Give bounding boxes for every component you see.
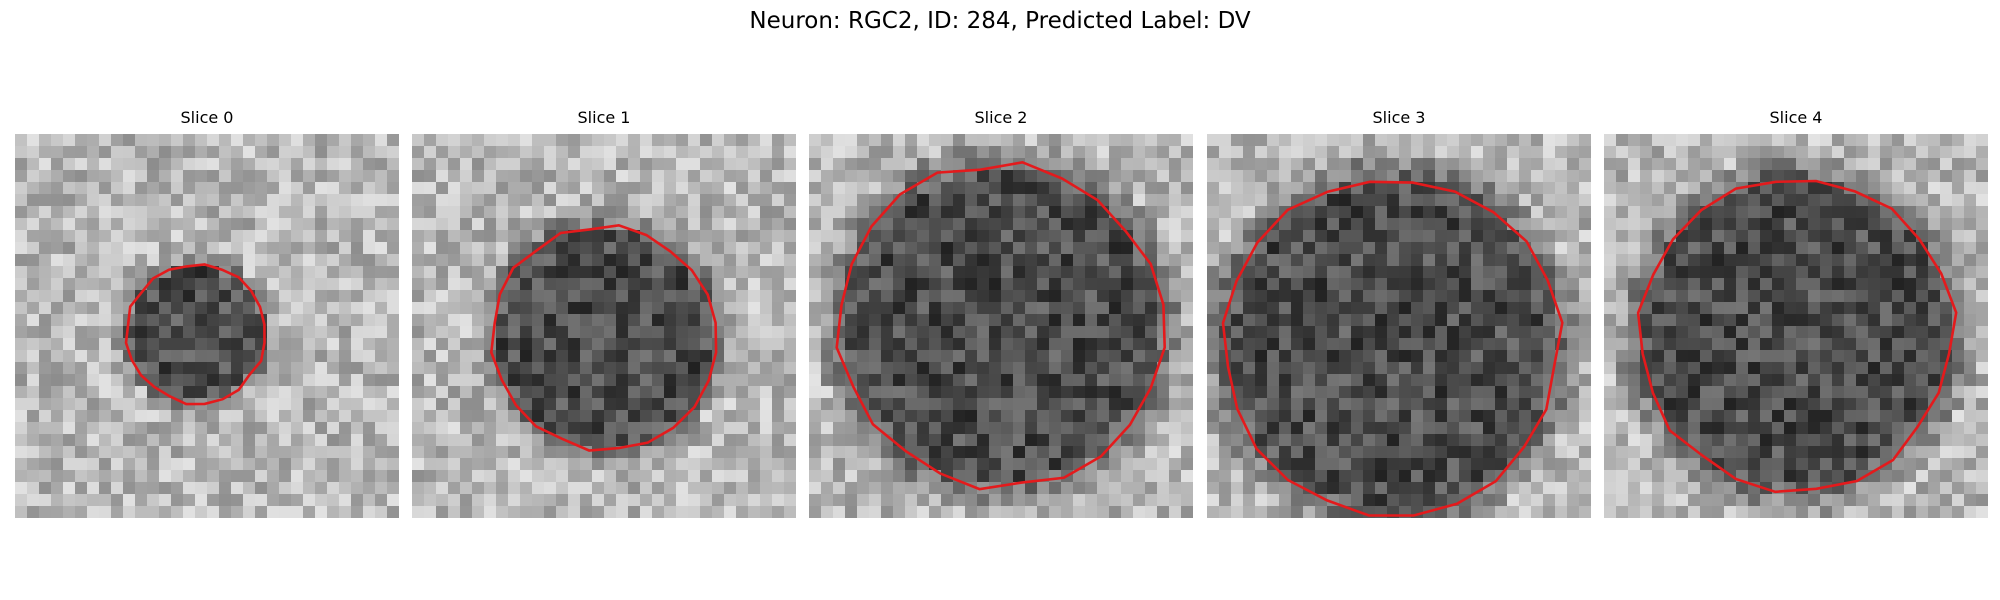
slice-image — [15, 134, 399, 518]
cell-outline — [1636, 179, 1958, 494]
slice-title: Slice 3 — [1372, 108, 1426, 127]
slice-image — [412, 134, 796, 518]
slice-image — [1207, 134, 1591, 518]
slice-title: Slice 0 — [180, 108, 234, 127]
slice-panel-4: Slice 4 — [1604, 108, 1988, 526]
pixel-grid — [15, 134, 399, 518]
slice-title: Slice 1 — [577, 108, 631, 127]
slice-panel-2: Slice 2 — [809, 108, 1193, 526]
slice-panel-1: Slice 1 — [412, 108, 796, 526]
pixel-grid — [1207, 134, 1591, 518]
slice-panel-3: Slice 3 — [1207, 108, 1591, 526]
pixel-grid — [412, 134, 796, 518]
cell-outline — [1221, 180, 1564, 517]
slice-panel-0: Slice 0 — [15, 108, 399, 526]
slice-image — [809, 134, 1193, 518]
slice-image — [1604, 134, 1988, 518]
pixel-grid — [1604, 134, 1988, 518]
slice-title: Slice 4 — [1769, 108, 1823, 127]
pixel-grid — [809, 134, 1193, 518]
cell-outline — [124, 263, 266, 406]
cell-outline — [835, 160, 1167, 491]
cell-outline — [489, 223, 718, 452]
slice-title: Slice 2 — [974, 108, 1028, 127]
figure-title: Neuron: RGC2, ID: 284, Predicted Label: … — [749, 8, 1251, 34]
